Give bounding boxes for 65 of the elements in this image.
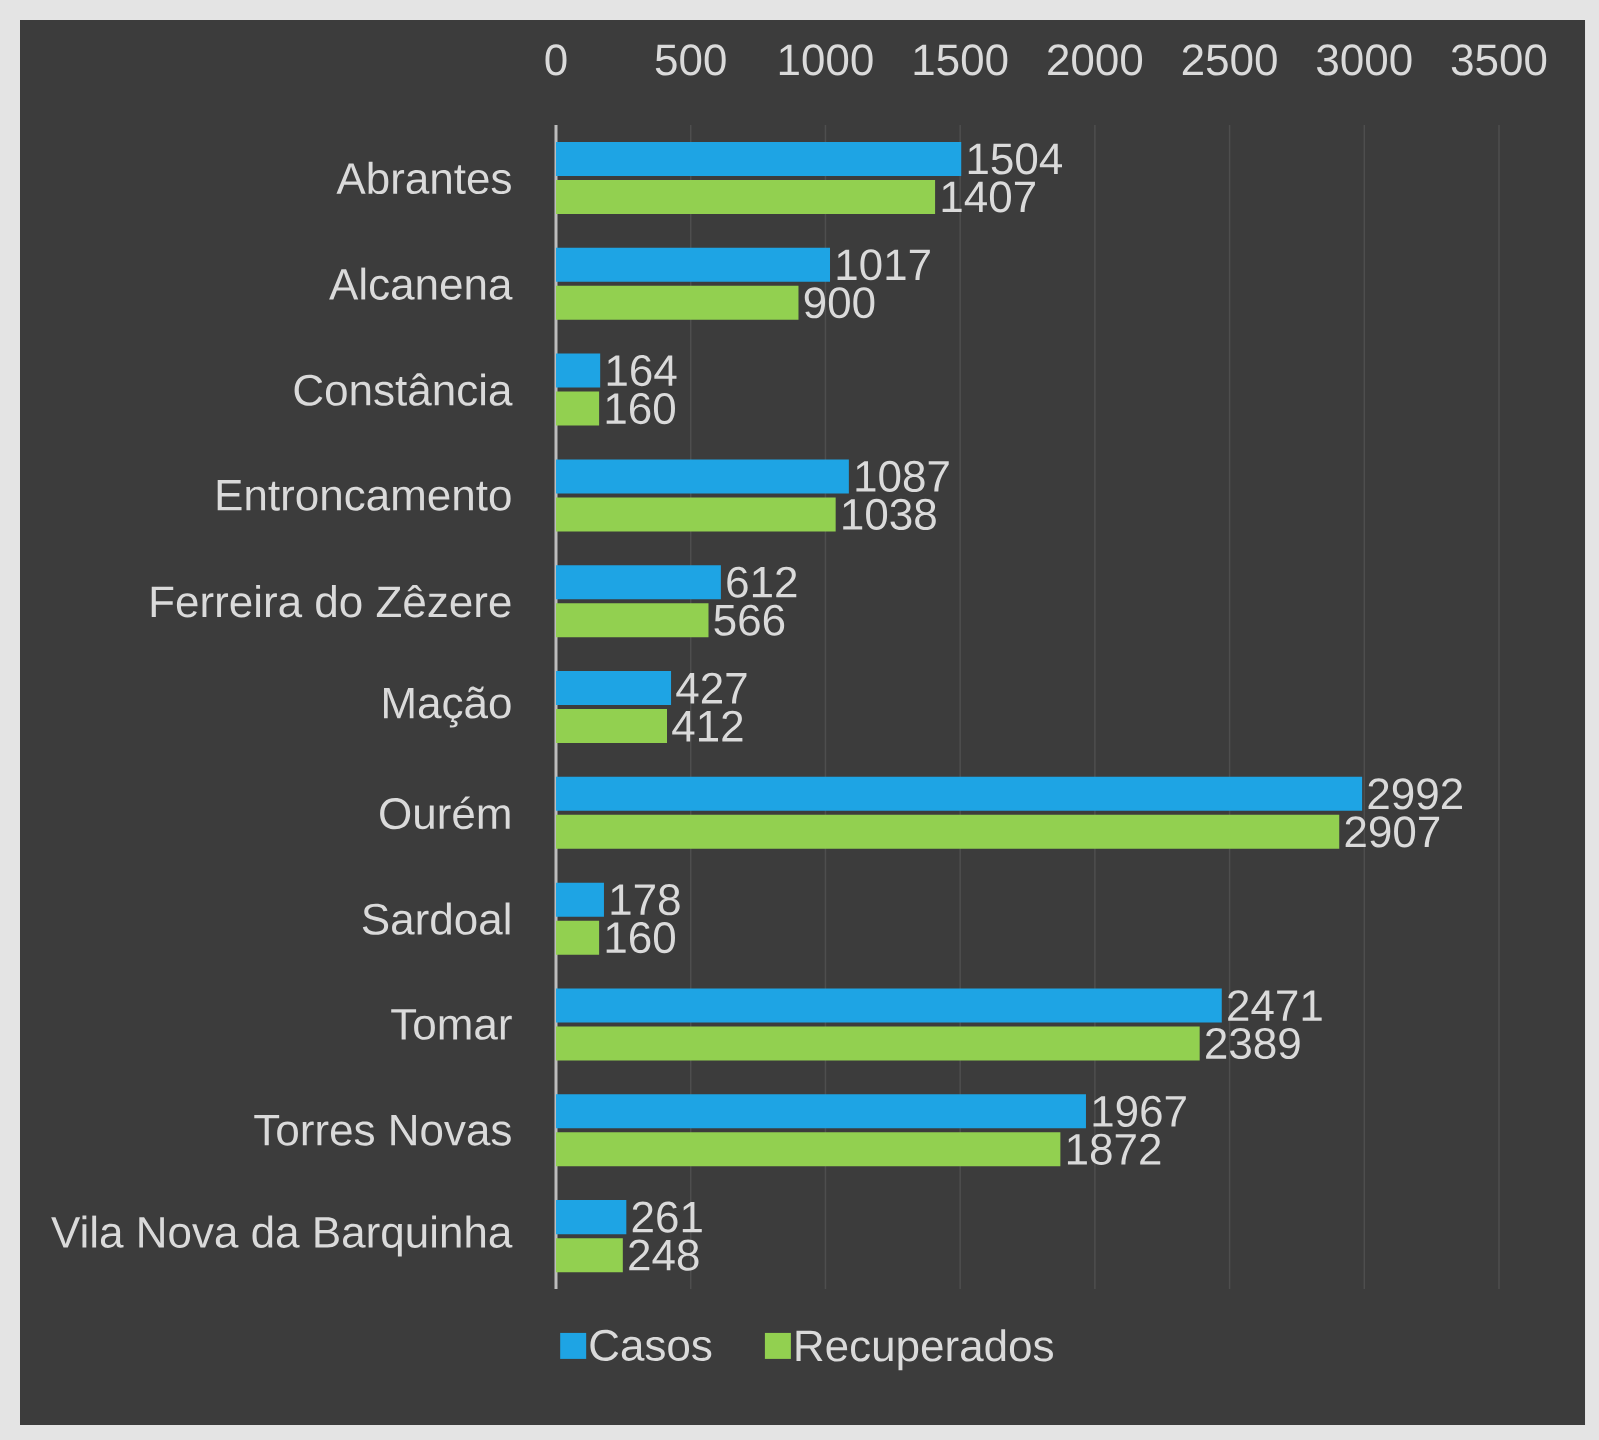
data-label: 1872 [1067, 1133, 1161, 1165]
bar [556, 179, 936, 214]
data-label: 427 [676, 672, 747, 704]
data-label: 160 [606, 922, 675, 954]
x-tick-label: 0 [545, 44, 567, 76]
bar [556, 353, 601, 388]
data-label: 1017 [837, 249, 930, 281]
y-tick-label: Ourém [380, 796, 510, 830]
bar [556, 247, 831, 282]
y-tick-label: Abrantes [336, 161, 511, 195]
bar [556, 141, 962, 176]
bar [556, 459, 849, 494]
y-tick-label: Alcanena [329, 267, 513, 300]
bar [556, 882, 604, 917]
x-tick-label: 500 [655, 44, 726, 76]
bar [556, 1094, 1086, 1129]
data-label: 160 [606, 393, 675, 425]
bar [556, 920, 600, 955]
x-tick-label: 2000 [1048, 44, 1143, 76]
y-tick-label: Entroncamento [217, 480, 511, 511]
bar [556, 988, 1222, 1023]
x-tick-label: 3500 [1451, 44, 1547, 76]
y-tick-label: Constância [294, 373, 513, 406]
bar [556, 671, 672, 706]
legend-label: Casos [590, 1329, 712, 1361]
y-tick-label: Torres Novas [254, 1114, 511, 1146]
bar [556, 391, 600, 426]
x-tick-label: 1000 [779, 44, 873, 76]
y-tick-label: Ferreira do Zêzere [151, 584, 511, 618]
bar [556, 814, 1340, 849]
data-label: 900 [804, 287, 875, 319]
bar [556, 285, 799, 320]
y-tick-label: Mação [384, 686, 511, 728]
data-label: 2471 [1228, 990, 1322, 1021]
y-tick-label: Sardoal [362, 902, 510, 935]
x-tick-label: 3000 [1317, 44, 1412, 76]
x-tick-label: 1500 [914, 44, 1008, 76]
x-tick-label: 2500 [1182, 44, 1277, 76]
bar [556, 776, 1363, 811]
data-label: 248 [629, 1239, 699, 1271]
data-label: 2389 [1206, 1027, 1300, 1060]
bar [556, 497, 836, 532]
data-label: 612 [727, 566, 797, 598]
y-tick-label: Vila Nova da Barquinha [51, 1215, 513, 1257]
data-label: 1967 [1093, 1095, 1186, 1127]
data-label: 2992 [1368, 778, 1462, 810]
data-label: 1087 [856, 460, 949, 492]
data-label: 2907 [1345, 816, 1440, 848]
data-label: 1038 [843, 498, 936, 530]
legend-label: Recuperados [796, 1329, 1053, 1371]
bar [556, 709, 668, 744]
data-label: 566 [714, 604, 785, 636]
data-label: 1407 [942, 181, 1035, 213]
data-label: 178 [611, 884, 680, 916]
bar [556, 1132, 1061, 1167]
data-label: 1504 [968, 143, 1062, 175]
bar [556, 1238, 623, 1273]
bar [556, 565, 721, 600]
data-label: 164 [607, 355, 677, 387]
data-label: 261 [632, 1201, 702, 1233]
bar [556, 603, 709, 638]
data-label: 412 [672, 710, 743, 742]
y-tick-label: Tomar [391, 1009, 512, 1040]
bar [556, 1200, 627, 1235]
bar [556, 1026, 1200, 1061]
